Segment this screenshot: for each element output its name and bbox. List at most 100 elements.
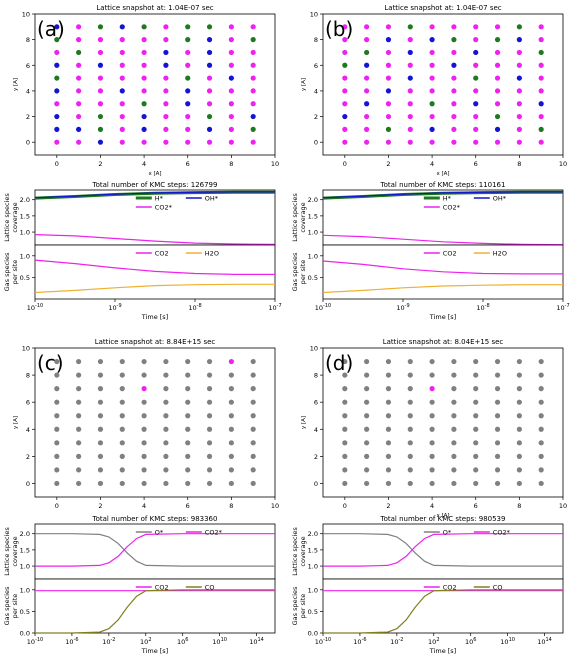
site-point xyxy=(342,49,348,56)
site-point xyxy=(206,37,213,43)
site-point xyxy=(206,467,213,473)
bottom-axis-label: per site xyxy=(299,260,307,285)
site-point xyxy=(54,413,60,419)
site-point xyxy=(407,453,413,459)
site-point xyxy=(473,88,479,94)
site-point xyxy=(54,113,60,120)
y-tick-label: 1.0 xyxy=(308,586,318,594)
site-point xyxy=(451,126,457,132)
x-tick-label: 4 xyxy=(142,502,146,510)
site-point xyxy=(206,88,213,94)
site-point xyxy=(141,62,147,68)
site-point xyxy=(538,440,544,446)
site-point xyxy=(429,413,435,419)
site-point xyxy=(407,440,413,446)
site-point xyxy=(76,49,82,56)
site-point xyxy=(538,453,544,459)
site-point xyxy=(342,440,348,446)
site-point xyxy=(228,62,234,68)
lattice-panel-4: Lattice snapshot at: 8.84E+15 sec 0 2 4 6 8 10… xyxy=(13,338,279,510)
site-point xyxy=(141,399,147,405)
plot-frame xyxy=(34,13,276,156)
site-point xyxy=(141,49,147,56)
site-point xyxy=(494,480,501,487)
site-point xyxy=(97,453,104,459)
site-point xyxy=(451,467,457,473)
site-point xyxy=(250,480,256,487)
site-point xyxy=(185,126,191,132)
site-point xyxy=(364,88,370,94)
x-axis-label: x [A] xyxy=(436,171,449,177)
site-point xyxy=(538,399,544,405)
y-tick-label: 6 xyxy=(314,399,318,407)
site-point xyxy=(228,440,234,446)
site-point xyxy=(54,480,60,487)
panel-title: Lattice snapshot at: 1.04E-07 sec xyxy=(96,4,213,12)
site-point xyxy=(429,24,435,30)
x-tick-label: 8 xyxy=(229,160,233,168)
site-point xyxy=(54,399,60,405)
site-point xyxy=(473,480,479,487)
site-point xyxy=(473,62,479,68)
x-axis-label: x [A] xyxy=(148,171,161,177)
site-point xyxy=(76,372,82,378)
site-point xyxy=(473,126,479,132)
site-point xyxy=(451,413,457,419)
site-point xyxy=(206,358,213,365)
site-point xyxy=(473,24,479,30)
site-point xyxy=(364,126,370,132)
site-point xyxy=(206,113,213,120)
site-point xyxy=(76,88,82,94)
site-point xyxy=(163,62,169,68)
site-point xyxy=(385,88,392,94)
site-point xyxy=(364,467,370,473)
site-point xyxy=(407,358,413,365)
site-point xyxy=(119,49,125,56)
site-point xyxy=(473,453,479,459)
timeseries-panel-6: Total number of KMC steps: 983360 1.0 1.5 2… xyxy=(3,515,276,655)
site-point xyxy=(119,358,125,365)
site-point xyxy=(385,126,392,132)
bottom-axis-label: Gas species xyxy=(3,586,11,625)
site-point xyxy=(473,440,479,446)
x-tick-label: 102 xyxy=(140,637,151,646)
bottom-axis-label: Gas species xyxy=(291,586,299,625)
legend-entry: CO2 xyxy=(155,584,169,592)
x-axis-label: Time [s] xyxy=(141,647,168,655)
site-point xyxy=(342,467,348,473)
panel-title: Total number of KMC steps: 126799 xyxy=(92,181,218,189)
site-point xyxy=(473,37,479,43)
site-point xyxy=(141,358,147,365)
site-point xyxy=(54,62,60,68)
x-tick-label: 6 xyxy=(186,160,190,168)
site-point xyxy=(185,480,191,487)
site-point xyxy=(538,372,544,378)
site-point xyxy=(364,480,370,487)
y-tick-label: 1.0 xyxy=(20,563,30,571)
site-point xyxy=(228,37,234,43)
site-point xyxy=(54,386,60,392)
site-point xyxy=(494,62,501,68)
site-point xyxy=(97,386,104,392)
legend-entry: CO xyxy=(493,584,503,592)
site-point xyxy=(538,126,544,132)
site-point xyxy=(185,113,191,120)
site-point xyxy=(206,49,213,56)
top-axis-label: coverage xyxy=(11,536,19,566)
x-tick-label: 6 xyxy=(474,502,478,510)
x-tick-label: 4 xyxy=(430,502,434,510)
site-point xyxy=(250,386,256,392)
site-point xyxy=(228,126,234,132)
site-point xyxy=(407,126,413,132)
site-point xyxy=(494,372,501,378)
site-point xyxy=(451,358,457,365)
site-point xyxy=(97,75,104,81)
site-point xyxy=(407,49,413,56)
x-tick-label: 2 xyxy=(386,160,390,168)
site-point xyxy=(516,480,522,487)
y-tick-label: 1.0 xyxy=(20,229,30,237)
x-tick-label: 10 xyxy=(271,160,279,168)
site-point xyxy=(429,139,435,145)
site-point xyxy=(364,372,370,378)
x-tick-label: 1014 xyxy=(537,637,552,646)
